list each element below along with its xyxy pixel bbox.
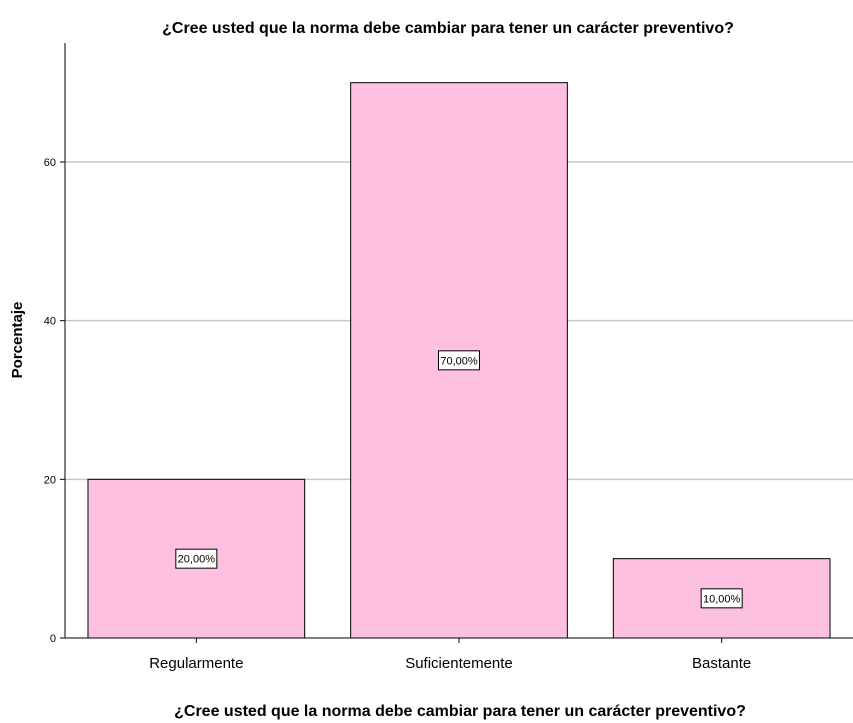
y-tick-label: 40 [44,316,56,328]
data-label-box [700,588,743,609]
data-label: 20,00% [178,554,216,566]
y-axis-title: Porcentaje [9,302,26,379]
x-axis-title: ¿Cree usted que la norma debe cambiar pa… [174,703,746,720]
x-category-label: Regularmente [149,655,243,672]
x-categories: Regularmente Suficientemente Bastante [149,638,751,672]
data-labels: 20,00% 70,00% 10,00% [175,350,743,609]
x-category-label: Bastante [692,655,751,672]
y-ticks: 0 20 40 60 [44,157,65,645]
data-label-box [438,350,480,371]
chart-title: ¿Cree usted que la norma debe cambiar pa… [162,20,734,37]
data-label: 70,00% [440,355,478,367]
data-label: 10,00% [703,593,741,605]
y-tick-label: 60 [44,157,56,169]
data-label-box [175,548,218,569]
y-tick-label: 0 [50,633,56,645]
x-category-label: Suficientemente [405,655,513,672]
y-tick-label: 20 [44,474,56,486]
